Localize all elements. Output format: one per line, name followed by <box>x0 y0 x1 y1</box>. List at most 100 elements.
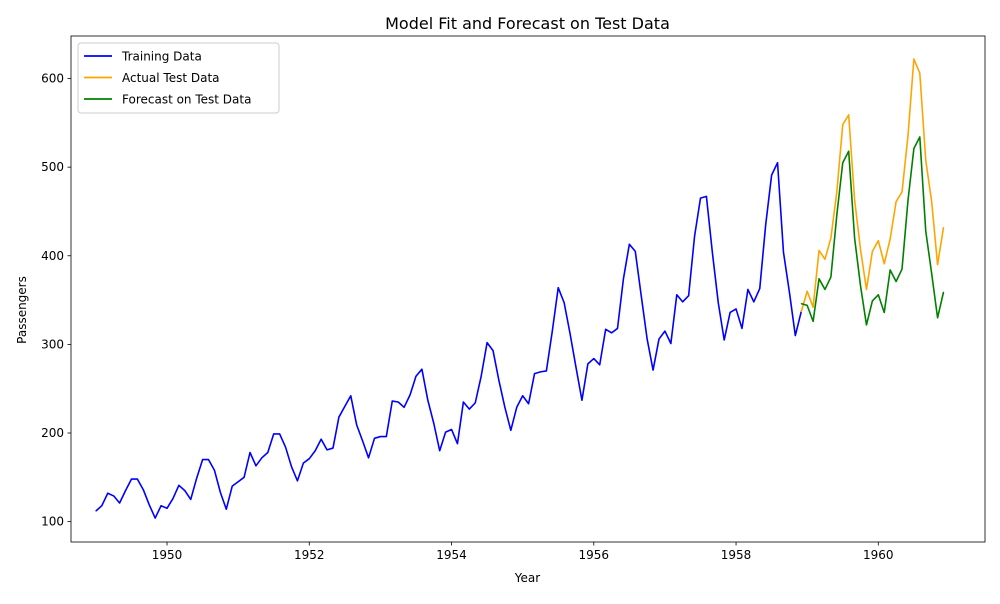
data-point <box>800 311 802 313</box>
series-line-0 <box>95 161 803 519</box>
data-point <box>391 400 393 402</box>
data-point <box>462 401 464 403</box>
data-point <box>516 406 518 408</box>
data-point <box>551 330 553 332</box>
data-point <box>889 238 891 240</box>
data-point <box>931 272 933 274</box>
data-point <box>486 342 488 344</box>
data-point <box>285 446 287 448</box>
data-point <box>883 311 885 313</box>
data-point <box>877 240 879 242</box>
data-point <box>759 288 761 290</box>
x-tick-label: 1956 <box>579 548 610 562</box>
data-point <box>510 429 512 431</box>
data-point <box>699 197 701 199</box>
data-point <box>771 174 773 176</box>
data-point <box>534 373 536 375</box>
data-point <box>854 237 856 239</box>
data-point <box>901 268 903 270</box>
data-point <box>830 237 832 239</box>
data-point <box>640 295 642 297</box>
legend-box <box>77 42 280 114</box>
data-point <box>836 214 838 216</box>
data-point <box>865 288 867 290</box>
data-point <box>593 358 595 360</box>
data-point <box>427 399 429 401</box>
data-point <box>249 452 251 453</box>
data-point <box>848 114 850 116</box>
data-point <box>379 436 381 438</box>
data-point <box>871 300 873 302</box>
data-point <box>943 226 945 228</box>
data-point <box>711 251 713 253</box>
x-tick-label: 1950 <box>152 548 183 562</box>
data-point <box>273 433 275 435</box>
data-point <box>498 380 500 382</box>
data-point <box>528 403 530 405</box>
data-point <box>842 162 844 164</box>
data-point <box>747 288 749 290</box>
data-point <box>919 72 921 74</box>
data-point <box>860 285 862 287</box>
plot-frame <box>70 35 986 543</box>
data-point <box>806 290 808 292</box>
data-point <box>409 394 411 396</box>
data-point <box>231 485 233 487</box>
data-point <box>634 250 636 252</box>
data-point <box>119 502 121 504</box>
data-point <box>113 495 115 497</box>
data-point <box>178 484 180 486</box>
data-point <box>522 395 524 397</box>
data-point <box>646 338 648 340</box>
data-point <box>403 406 405 408</box>
data-point <box>255 465 257 467</box>
data-point <box>308 458 310 460</box>
data-point <box>338 416 340 418</box>
data-point <box>213 469 215 471</box>
data-point <box>664 330 666 332</box>
data-point <box>492 350 494 352</box>
data-point <box>794 335 796 337</box>
data-point <box>812 320 814 322</box>
data-point <box>800 303 802 305</box>
data-point <box>925 230 927 232</box>
data-point <box>895 201 897 203</box>
x-tick-label: 1952 <box>294 548 325 562</box>
data-point <box>937 317 939 319</box>
data-point <box>919 136 921 138</box>
data-point <box>611 332 613 334</box>
legend-label: Actual Test Data <box>122 71 220 85</box>
axes: 1950 1952 1954 1956 1958 1960 100 200 300 400 500 6… <box>41 35 986 562</box>
data-point <box>243 476 245 478</box>
data-point <box>350 395 352 397</box>
data-point <box>812 306 814 308</box>
data-point <box>871 250 873 252</box>
data-point <box>385 436 387 438</box>
data-point <box>735 308 737 310</box>
data-point <box>320 438 322 440</box>
x-tick-label: 1954 <box>436 548 467 562</box>
data-point <box>753 301 755 303</box>
data-point <box>599 364 601 366</box>
data-point <box>605 328 607 330</box>
data-point <box>237 481 239 483</box>
data-point <box>622 278 624 280</box>
data-point <box>439 450 441 452</box>
data-point <box>279 433 281 435</box>
data-point <box>172 498 174 500</box>
data-point <box>913 58 915 60</box>
data-point <box>652 369 654 371</box>
data-point <box>326 449 328 451</box>
legend-label: Forecast on Test Data <box>122 93 251 107</box>
data-point <box>125 490 127 492</box>
data-point <box>806 304 808 306</box>
data-point <box>474 402 476 404</box>
data-point <box>557 287 559 289</box>
data-point <box>824 258 826 260</box>
data-point <box>682 301 684 303</box>
data-point <box>818 249 820 251</box>
data-point <box>723 339 725 341</box>
y-axis-label: Passengers <box>15 276 29 344</box>
data-point <box>208 459 210 461</box>
